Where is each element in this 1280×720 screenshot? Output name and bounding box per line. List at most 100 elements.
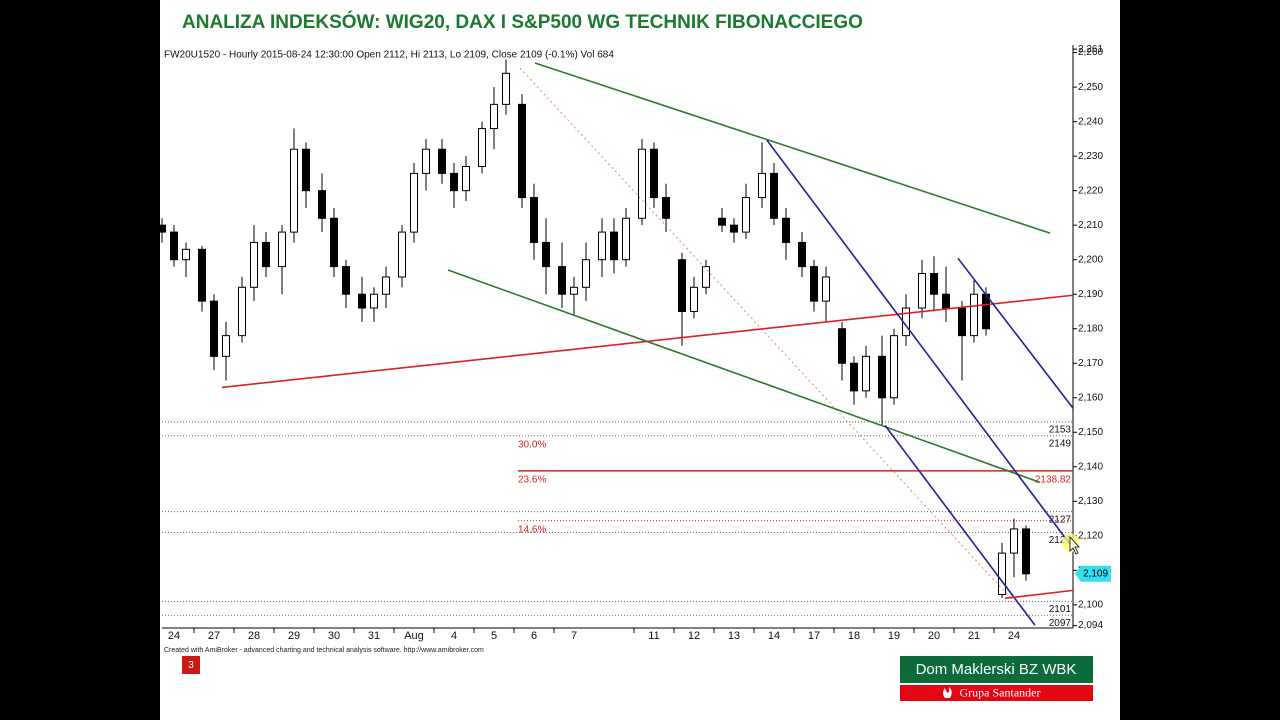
x-tick-label: 12 [688,630,700,642]
candle-body [650,148,658,199]
candle-body [970,293,978,337]
last-price-box [1075,565,1111,582]
y-tick-label: 2,130 [1078,496,1103,507]
fib-trendline [519,67,1011,598]
x-tick-label: 14 [768,630,780,642]
candle-body [250,241,258,288]
candle-body [170,231,178,261]
candle-body [382,276,390,295]
x-tick-label: 4 [451,630,457,642]
candle-body [782,217,790,243]
x-tick-label: 5 [491,630,497,642]
x-tick-label: 27 [208,630,220,642]
x-tick-label: 13 [728,630,740,642]
y-tick-label: 2,120 [1078,530,1103,541]
trendline [957,257,1074,409]
candle-body [890,335,898,399]
cursor [1069,535,1080,555]
candle-body [770,172,778,219]
logo-top [900,656,1093,683]
candle-body [478,128,486,168]
candle-body [878,355,886,399]
candle-body [598,231,606,261]
y-tick-label: 2,100 [1078,600,1103,611]
candle-body [558,266,566,295]
slide-background [160,0,1120,720]
x-tick-label: 19 [888,630,900,642]
candle-body [262,241,270,268]
candle-body [422,148,430,174]
candle-body [290,148,298,233]
x-tick-label: 7 [571,630,577,642]
level-label: 2097 [1049,618,1072,629]
candle-body [238,286,246,337]
candle-body [278,231,286,268]
y-tick-label: 2,250 [1078,82,1103,93]
x-tick-label: 30 [328,630,340,642]
last-price-label: 2,109 [1083,568,1108,579]
chart-legend: FW20U1520 - Hourly 2015-08-24 12:30:00 O… [164,50,614,61]
candle-body [570,286,578,295]
candle-body [530,197,538,243]
candle-body [718,217,726,226]
x-tick-label: 31 [368,630,380,642]
candle-body [930,273,938,295]
trendline [766,139,1074,549]
candle-body [798,241,806,268]
candle-body [318,190,326,219]
trendline [884,424,1036,626]
candle-body [410,172,418,233]
candle-body [958,307,966,337]
y-tick-label: 2,230 [1078,151,1103,162]
candle-body [702,266,710,288]
candle-body [182,248,190,261]
logo-flame [943,687,952,698]
candle-body [462,166,470,192]
x-tick-label: 21 [968,630,980,642]
x-tick-label: 18 [848,630,860,642]
y-tick-label: 2,140 [1078,461,1103,472]
x-tick-label: 17 [808,630,820,642]
x-tick-label: 11 [648,630,659,642]
y-tick-label: 2,260 [1078,47,1103,58]
level-label: 2121 [1049,535,1072,546]
candle-body [302,148,310,192]
slide-number-box [182,656,200,674]
logo-text: Dom Maklerski BZ WBK [916,661,1077,678]
candle-body [1022,528,1030,575]
fib-level-label: 14.6% [518,524,546,535]
candle-body [810,266,818,302]
y-tick-label: 2,150 [1078,427,1103,438]
candle-body [622,217,630,261]
candle-body [370,293,378,309]
slide-title: ANALIZA INDEKSÓW: WIG20, DAX I S&P500 WG… [182,11,863,33]
x-tick-label: 29 [288,630,300,642]
x-tick-label: Aug [404,630,424,642]
candle-body [542,241,550,268]
candle-body [982,293,990,330]
candle-body [918,273,926,309]
y-tick-label: 2,200 [1078,254,1103,265]
candle-body [742,197,750,233]
candle-body [942,293,950,309]
slide-number: 3 [188,660,194,671]
plot: 2,0942,1002,1102,1202,1302,1402,1502,160… [153,44,1111,642]
y-tick-label: 2,220 [1078,185,1103,196]
candle-body [450,172,458,192]
y-tick-label: 2,094 [1078,620,1103,631]
footer: Created with AmiBroker - advanced charti… [164,647,484,654]
trendline [447,269,1041,484]
candle-body [438,148,446,174]
trendline [534,62,1051,234]
y-tick-label: 2,160 [1078,392,1103,403]
candle-body [210,300,218,357]
candle-body [610,231,618,261]
x-tick-label: 20 [928,630,940,642]
candle-body [758,172,766,199]
candle-body [330,217,338,268]
fib-level-label: 23.6% [518,475,546,486]
level-label: 2153 [1049,425,1072,436]
candle-body [862,355,870,392]
candle-body [838,328,846,364]
